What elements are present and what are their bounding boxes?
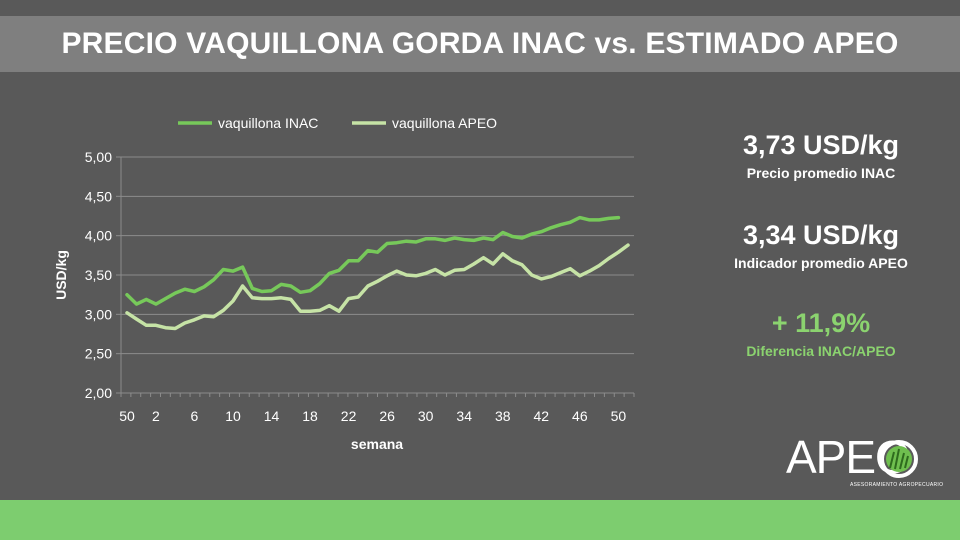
x-tick-label: 2 (152, 408, 160, 424)
y-tick-label: 4,50 (85, 188, 112, 204)
stat-apeo-average: 3,34 USD/kg Indicador promedio APEO (691, 219, 951, 272)
series-inac-line (125, 215, 621, 306)
x-tick-label: 6 (191, 408, 199, 424)
y-tick-label: 4,00 (85, 228, 112, 244)
y-tick-label: 5,00 (85, 149, 112, 165)
x-tick-label: 50 (119, 408, 135, 424)
chart-series (125, 215, 630, 331)
logo-subtitle: ASESORAMIENTO AGROPECUARIO (850, 482, 944, 488)
chart-gridlines (116, 156, 634, 394)
legend-label-apeo: vaquillona APEO (392, 115, 497, 131)
logo-grass-icon (880, 440, 918, 478)
x-tick-label: 14 (264, 408, 280, 424)
legend-label-inac: vaquillona INAC (218, 115, 318, 131)
x-tick-label: 34 (456, 408, 472, 424)
x-tick-label: 38 (495, 408, 511, 424)
y-axis-label: USD/kg (53, 250, 69, 300)
x-tick-label: 18 (302, 408, 318, 424)
y-tick-label: 2,00 (85, 385, 112, 401)
stat-difference-value: + 11,9% (771, 308, 871, 338)
y-tick-label: 3,00 (85, 306, 112, 322)
stat-inac-value: 3,73 USD/kg (742, 130, 900, 160)
stat-apeo-label: Indicador promedio APEO (734, 255, 908, 271)
x-tick-label: 22 (341, 408, 357, 424)
x-tick-label: 30 (418, 408, 434, 424)
bottom-bar (0, 500, 960, 540)
apeo-logo: APEO ASESORAMIENTO AGROPECUARIO (786, 432, 943, 492)
y-axis-ticks: 2,00 2,50 3,00 3,50 4,00 4,50 5,00 (85, 149, 112, 401)
y-tick-label: 3,50 (85, 267, 112, 283)
stat-inac-label: Precio promedio INAC (746, 165, 896, 181)
chart-legend: vaquillona INAC vaquillona APEO (178, 115, 497, 131)
x-tick-label: 42 (533, 408, 549, 424)
series-apeo-line (125, 243, 630, 331)
x-tick-label: 46 (572, 408, 588, 424)
page-title: PRECIO VAQUILLONA GORDA INAC vs. ESTIMAD… (61, 27, 899, 60)
stat-inac-average: 3,73 USD/kg Precio promedio INAC (691, 129, 951, 182)
title-bar: PRECIO VAQUILLONA GORDA INAC vs. ESTIMAD… (0, 16, 960, 72)
y-tick-label: 2,50 (85, 346, 112, 362)
x-tick-label: 50 (611, 408, 627, 424)
x-tick-label: 10 (225, 408, 241, 424)
x-axis-label: semana (351, 436, 403, 452)
x-tick-label: 26 (379, 408, 395, 424)
stat-difference-label: Diferencia INAC/APEO (746, 343, 896, 359)
stat-apeo-value: 3,34 USD/kg (742, 220, 900, 250)
x-axis-ticks: 50 2 6 10 14 18 22 26 30 34 38 42 46 50 (119, 393, 635, 424)
stat-difference: + 11,9% Diferencia INAC/APEO (691, 307, 951, 360)
